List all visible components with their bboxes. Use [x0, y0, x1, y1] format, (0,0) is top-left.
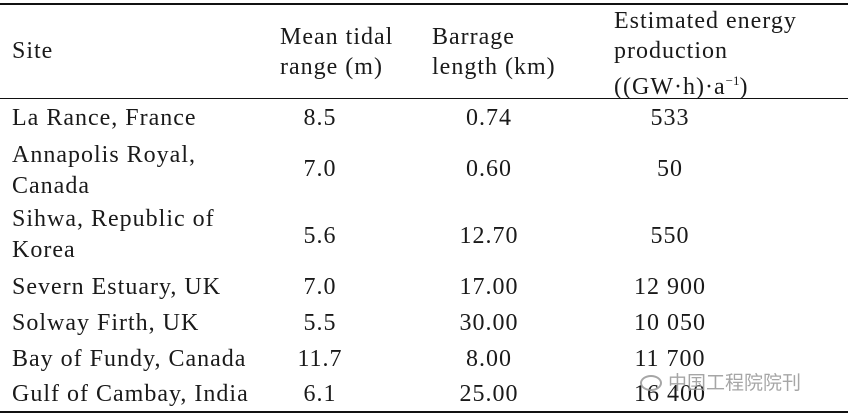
cell-barrage-length: 30.00	[459, 310, 519, 336]
table-top-rule	[0, 3, 848, 5]
header-energy-text: Estimated energy production ((GW·h)·a	[614, 8, 797, 100]
cell-tidal-range: 6.1	[303, 381, 337, 407]
header-energy-close: )	[739, 74, 749, 100]
cell-barrage-length: 25.00	[459, 381, 519, 407]
cell-site: Annapolis Royal, Canada	[12, 142, 196, 199]
cell-site: Sihwa, Republic of Korea	[12, 206, 215, 263]
watermark: 中国工程院院刊	[640, 368, 801, 395]
cell-barrage-length: 0.74	[466, 105, 512, 131]
cell-barrage-length: 0.60	[466, 156, 512, 182]
header-tidal-range: Mean tidal range (m)	[280, 24, 394, 80]
header-barrage-length: Barrage length (km)	[432, 24, 556, 80]
cell-site: Gulf of Cambay, India	[12, 381, 249, 407]
cell-energy: 11 700	[634, 346, 706, 372]
watermark-text: 中国工程院院刊	[668, 372, 802, 394]
cell-tidal-range: 7.0	[303, 156, 337, 182]
cell-energy: 50	[657, 156, 683, 182]
cell-energy: 12 900	[634, 274, 706, 300]
table-bottom-rule	[0, 411, 848, 413]
cell-energy: 533	[650, 105, 690, 131]
cell-tidal-range: 5.5	[303, 310, 337, 336]
cell-site: Solway Firth, UK	[12, 310, 200, 336]
cell-energy: 550	[650, 223, 690, 249]
cell-tidal-range: 7.0	[303, 274, 337, 300]
wechat-icon	[640, 375, 662, 391]
cell-barrage-length: 12.70	[459, 223, 519, 249]
cell-site: La Rance, France	[12, 105, 197, 131]
header-energy-production: Estimated energy production ((GW·h)·a−1)	[614, 6, 797, 102]
header-energy-sup: −1	[725, 73, 740, 88]
cell-barrage-length: 8.00	[466, 346, 512, 372]
cell-barrage-length: 17.00	[459, 274, 519, 300]
cell-site: Severn Estuary, UK	[12, 274, 222, 300]
cell-site: Bay of Fundy, Canada	[12, 346, 247, 372]
cell-tidal-range: 5.6	[303, 223, 337, 249]
header-site: Site	[12, 38, 54, 64]
cell-tidal-range: 8.5	[303, 105, 337, 131]
cell-energy: 10 050	[634, 310, 706, 336]
cell-tidal-range: 11.7	[297, 346, 343, 372]
table-header-rule	[0, 98, 848, 99]
